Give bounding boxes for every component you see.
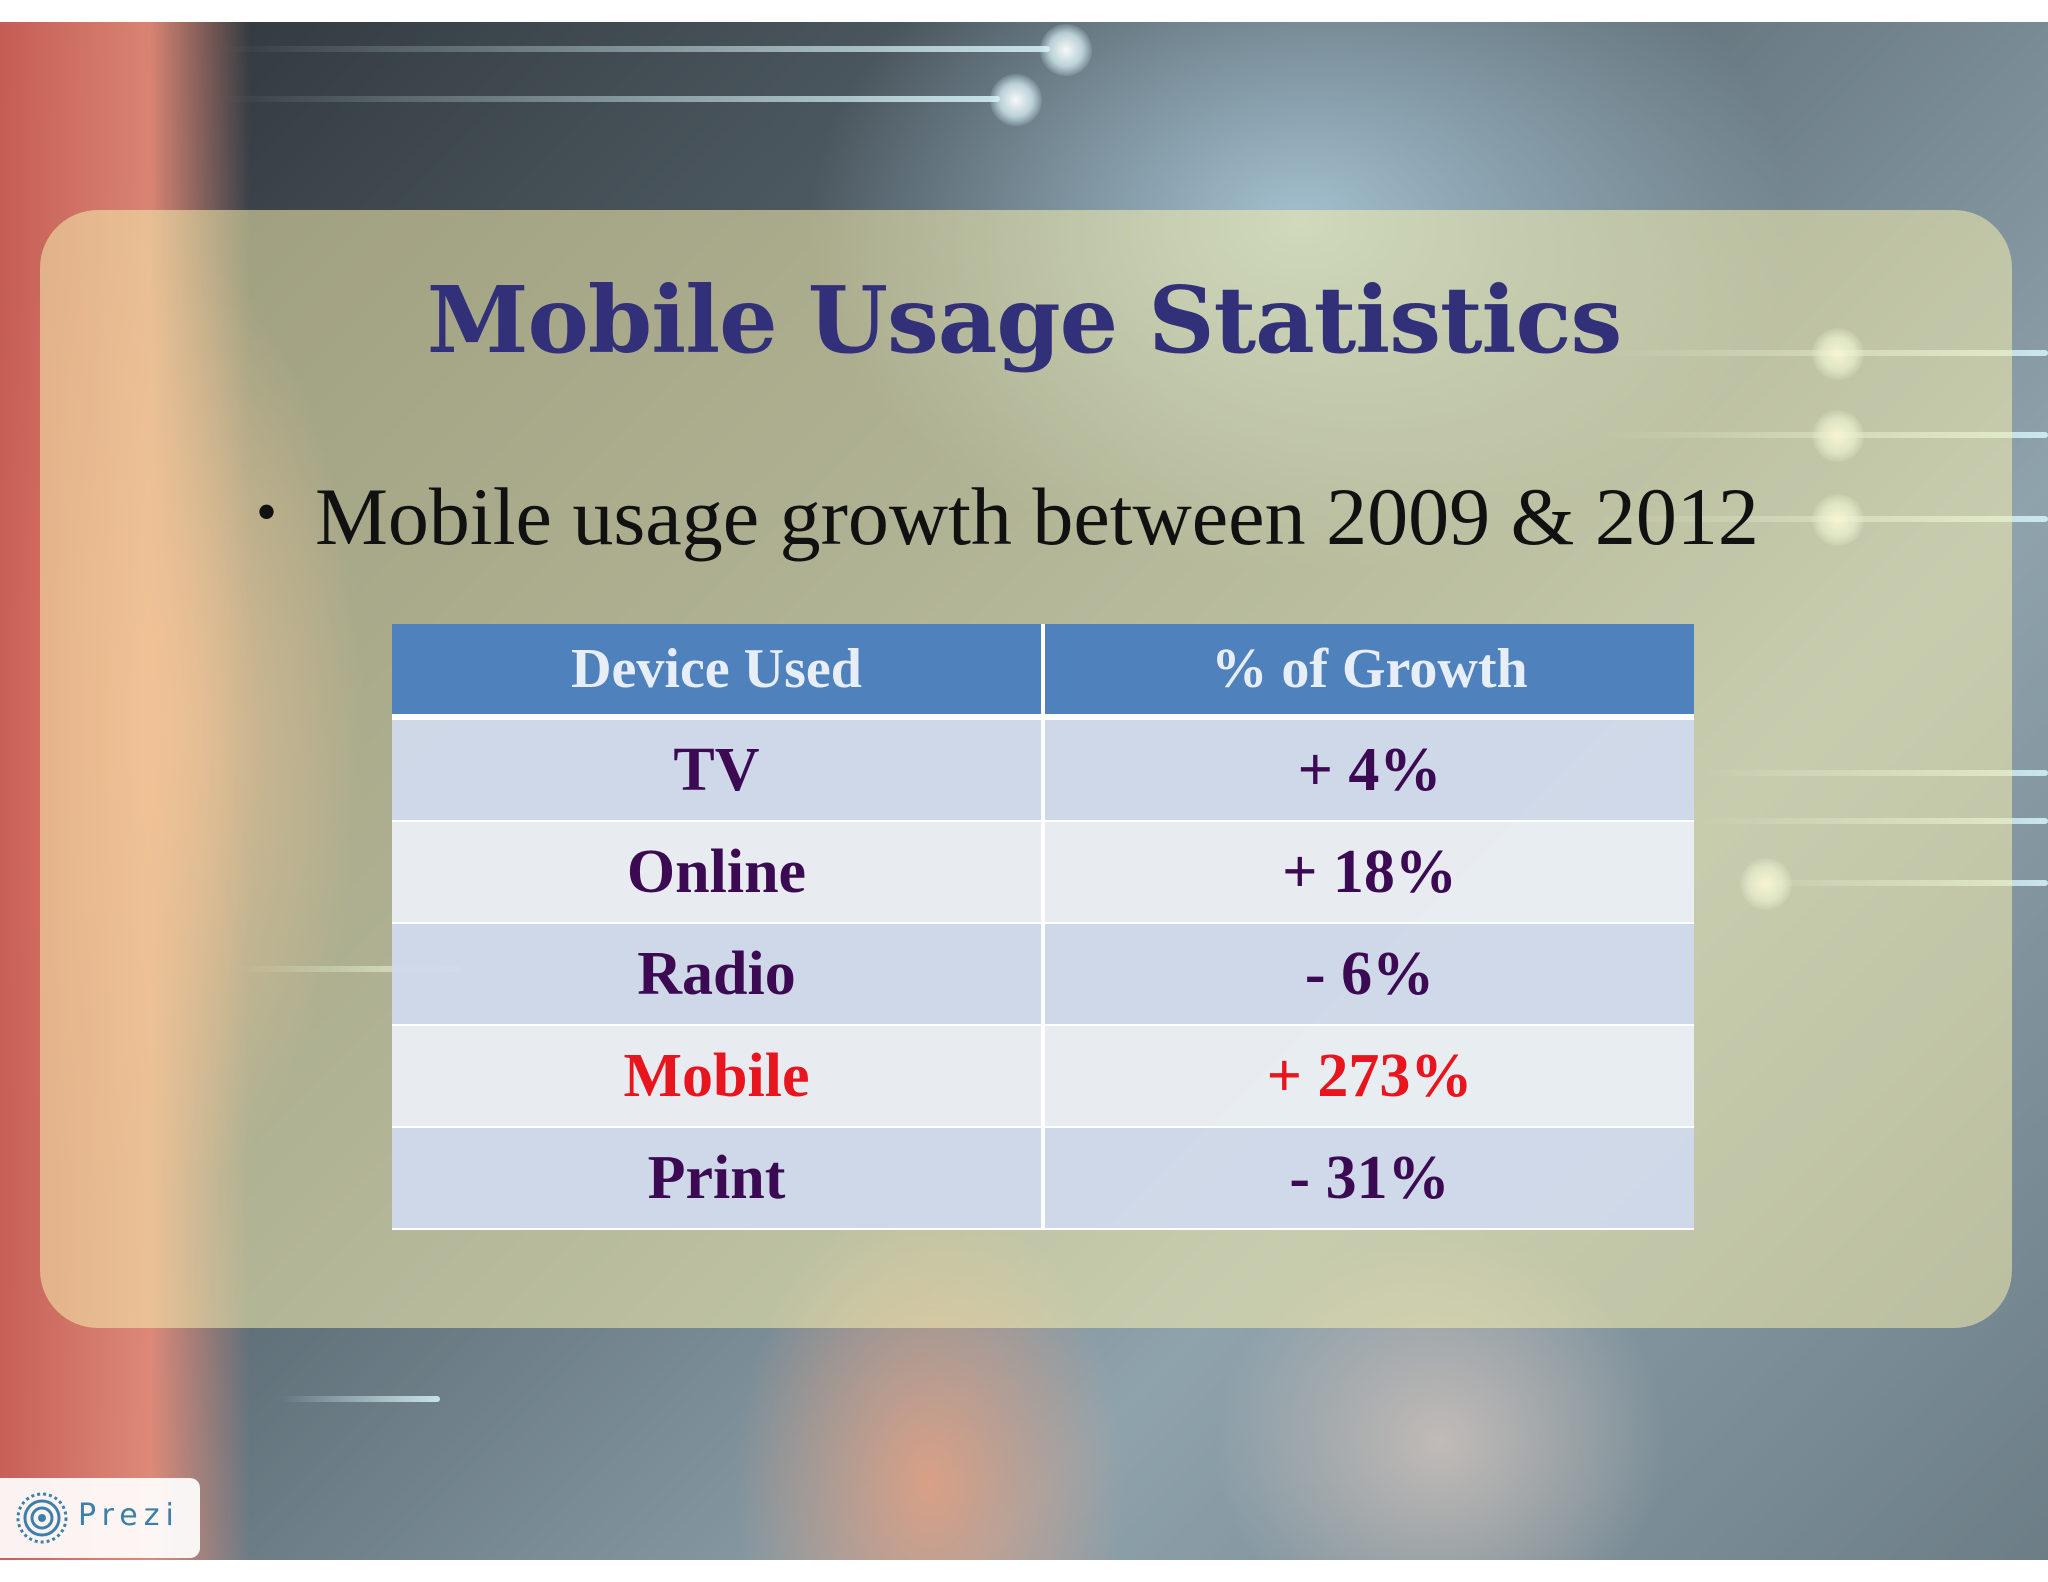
table-row-highlighted: Mobile + 273% (392, 1025, 1694, 1128)
bullet-point: • Mobile usage growth between 2009 & 2012 (256, 470, 1759, 564)
device-cell: TV (392, 717, 1045, 822)
prezi-logo-text: Prezi (78, 1498, 180, 1533)
prezi-badge[interactable]: Prezi (0, 1478, 200, 1558)
growth-cell: - 6% (1043, 923, 1694, 1026)
background-light-line (280, 1396, 440, 1402)
device-cell: Mobile (392, 1025, 1045, 1128)
background-light-line (220, 46, 1050, 52)
device-cell: Print (392, 1127, 1045, 1230)
slide-title: Mobile Usage Statistics (426, 266, 1623, 374)
growth-cell: + 4% (1043, 717, 1694, 822)
column-header-device: Device Used (392, 624, 1045, 720)
prezi-logo-icon (16, 1492, 68, 1544)
growth-cell: + 18% (1043, 821, 1694, 924)
device-cell: Radio (392, 923, 1045, 1026)
table-row: Online + 18% (392, 821, 1694, 924)
column-header-growth: % of Growth (1043, 624, 1694, 720)
table-header-row: Device Used % of Growth (392, 624, 1694, 720)
bullet-marker: • (256, 479, 278, 545)
bullet-text: Mobile usage growth between 2009 & 2012 (315, 471, 1759, 562)
table-row: Print - 31% (392, 1127, 1694, 1230)
growth-table: Device Used % of Growth TV + 4% Online +… (392, 624, 1694, 1230)
background-light-dot (1040, 24, 1092, 76)
device-cell: Online (392, 821, 1045, 924)
background-light-dot (990, 74, 1042, 126)
growth-cell: - 31% (1043, 1127, 1694, 1230)
growth-cell: + 273% (1043, 1025, 1694, 1128)
table-row: Radio - 6% (392, 923, 1694, 1026)
background-light-line (220, 96, 1000, 102)
table-row: TV + 4% (392, 717, 1694, 822)
